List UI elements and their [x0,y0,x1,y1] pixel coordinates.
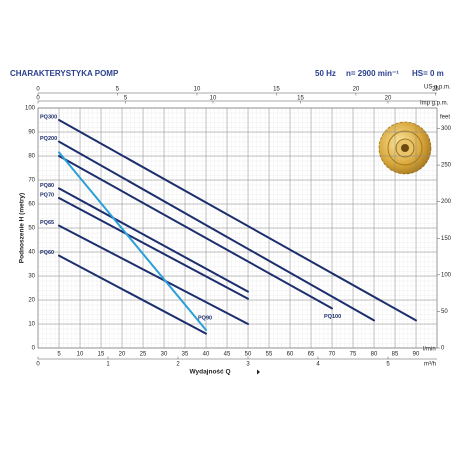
y-tick-label: 50 [28,226,35,232]
frequency: 50 Hz [315,69,336,78]
series-label: PQ100 [324,314,341,320]
x-unit: l/min [423,347,436,353]
x-tick-label: 65 [308,352,315,358]
suction-height: HS= 0 m [412,69,444,78]
x2-tick-label: 5 [386,362,390,368]
y-tick-label: 0 [32,346,36,352]
y-axis-label: Podnoszenie H (metry) [19,193,26,263]
x2-tick-label: 0 [36,362,40,368]
series-label: PQ80 [40,183,54,189]
x-tick-label: 55 [266,352,273,358]
x_top-tick-label: 10 [194,87,201,93]
arrow [257,369,260,375]
y-tick-label: 100 [25,106,36,112]
x-tick-label: 40 [203,352,210,358]
y-tick-label: 90 [28,130,35,136]
x_top-tick-label: 25 [432,87,439,93]
x-top-label: US g.p.m. [424,85,451,91]
x_top2-tick-label: 5 [124,96,128,102]
x-tick-label: 50 [245,352,252,358]
x-tick-label: 90 [413,352,420,358]
x_top2-tick-label: 0 [36,96,40,102]
x_top2-tick-label: 15 [297,96,304,102]
series-line [58,140,375,322]
x-tick-label: 15 [98,352,105,358]
x-tick-label: 45 [224,352,231,358]
x-axis-label: Wydajność Q [189,369,230,376]
y-tick-label: 80 [28,154,35,160]
series-line [58,119,417,322]
series-label: PQ65 [40,220,54,226]
y2-tick-label: 150 [441,236,452,242]
series-label: PQ60 [40,250,54,256]
x_top-tick-label: 0 [36,87,40,93]
series-line [58,254,207,335]
y2-tick-label: 100 [441,272,452,278]
title: CHARAKTERYSTYKA POMP [10,69,119,78]
series-label: PQ200 [40,136,57,142]
x-tick-label: 35 [182,352,189,358]
y-tick-label: 40 [28,250,35,256]
series-line [58,155,333,310]
x-tick-label: 20 [119,352,126,358]
x-tick-label: 85 [392,352,399,358]
y2-label: feet [440,115,450,121]
speed: n= 2900 min⁻¹ [346,69,399,78]
y-tick-label: 70 [28,178,35,184]
series-line [58,224,249,325]
series-line [58,187,249,293]
x_top-tick-label: 20 [353,87,360,93]
x_top-tick-label: 5 [116,87,120,93]
series-line [58,197,249,300]
x-tick-label: 25 [140,352,147,358]
y2-tick-label: 300 [441,126,452,132]
x-tick-label: 70 [329,352,336,358]
x2-tick-label: 1 [106,362,110,368]
x_top2-tick-label: 10 [210,96,217,102]
y-tick-label: 60 [28,202,35,208]
x-tick-label: 5 [57,352,61,358]
series-line [58,151,207,331]
y-tick-label: 20 [28,298,35,304]
impeller [378,121,432,175]
y2-tick-label: 200 [441,199,452,205]
x-tick-label: 10 [77,352,84,358]
y2-tick-label: 250 [441,163,452,169]
y2-tick-label: 50 [441,309,448,315]
x2-label: m³/h [424,362,436,368]
x2-tick-label: 3 [246,362,250,368]
x-tick-label: 80 [371,352,378,358]
y-tick-label: 30 [28,274,35,280]
x-top2-label: Imp g.p.m. [420,101,449,107]
y-tick-label: 10 [28,322,35,328]
x-tick-label: 75 [350,352,357,358]
series-label: PQ90 [198,315,212,321]
x_top2-tick-label: 20 [385,96,392,102]
x-tick-label: 30 [161,352,168,358]
x2-tick-label: 4 [316,362,320,368]
x-tick-label: 60 [287,352,294,358]
series-label: PQ300 [40,114,57,120]
x_top-tick-label: 15 [273,87,280,93]
series-label: PQ70 [40,192,54,198]
y2-tick-label: 0 [441,346,445,352]
x2-tick-label: 2 [176,362,180,368]
